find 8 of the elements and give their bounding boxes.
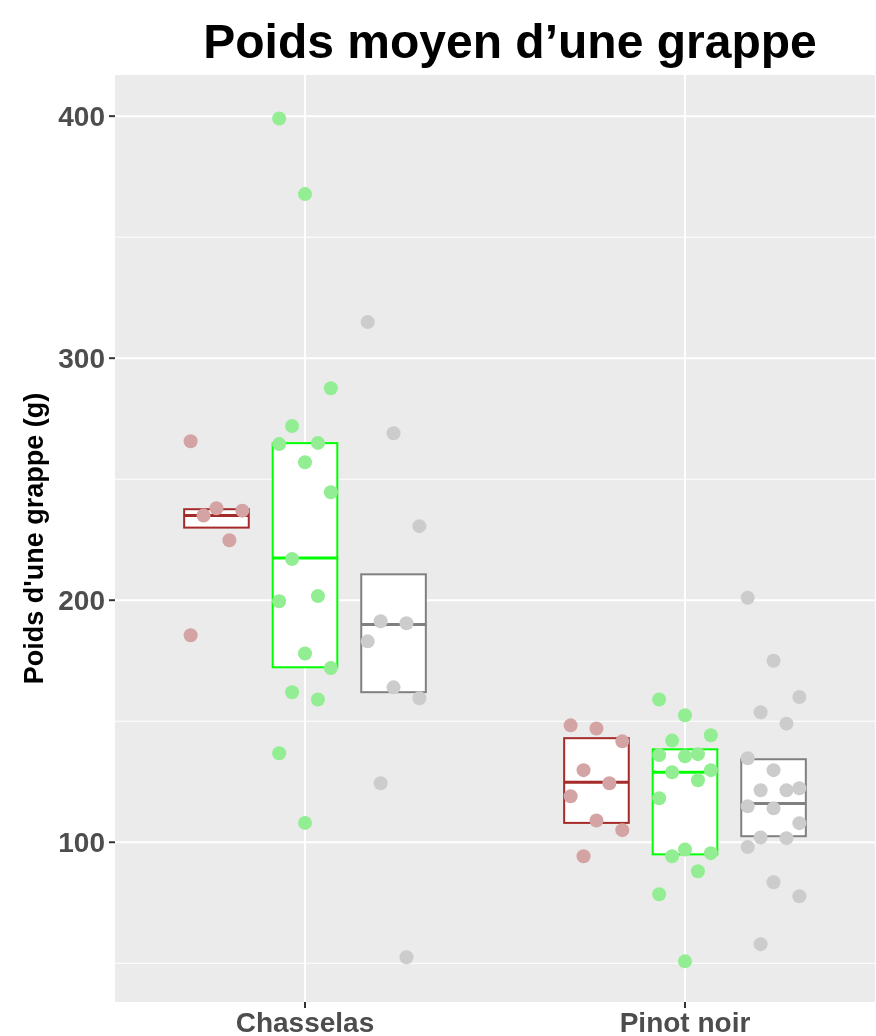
chart-title: Poids moyen d’une grappe [203,15,817,68]
y-tick-label: 300 [58,342,105,374]
y-tick-label: 100 [58,827,105,859]
x-tick-label: Chasselas [235,1007,375,1036]
y-tick-label: 400 [58,100,105,132]
x-tick-label: Pinot noir [619,1007,751,1036]
y-tick-label: 200 [58,585,105,617]
y-axis-title: Poids d'une grappe (g) [19,392,49,685]
